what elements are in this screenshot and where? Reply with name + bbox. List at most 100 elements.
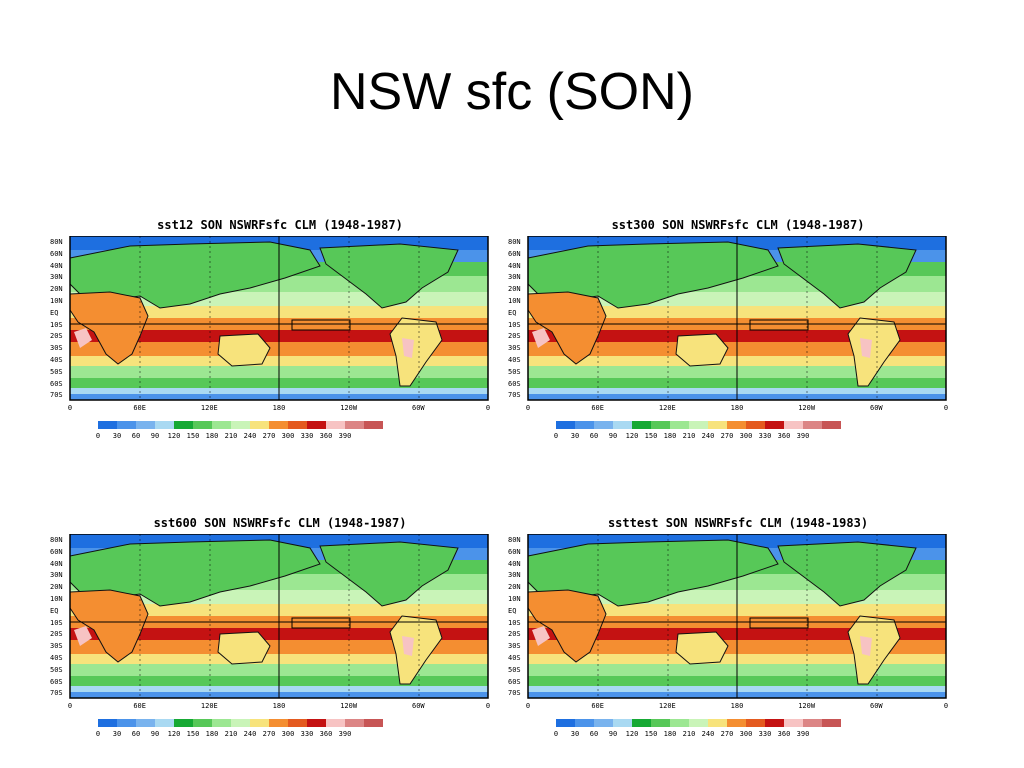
colorbar-level-label: 90 xyxy=(608,730,618,738)
namibia-high-region xyxy=(74,626,92,646)
lon-label: 0 xyxy=(485,404,491,412)
colorbar-level-label: 90 xyxy=(150,432,160,440)
colorbar-swatch xyxy=(803,719,822,727)
landmass-africa xyxy=(527,291,607,365)
nino-region-box xyxy=(749,617,809,629)
colorbar-level-label: 150 xyxy=(186,432,200,440)
colorbar-swatch xyxy=(193,421,212,429)
lat-label: 40S xyxy=(508,356,521,364)
colorbar-swatch xyxy=(670,421,689,429)
colorbar-level-label: 270 xyxy=(262,730,276,738)
colorbar-level-label: 30 xyxy=(570,730,580,738)
lat-label: 40N xyxy=(508,559,521,568)
lon-label: 60E xyxy=(591,404,604,412)
colorbar-level-label: 30 xyxy=(112,730,122,738)
lon-label: 0 xyxy=(525,404,531,412)
colorbar-level-label: 120 xyxy=(625,432,639,440)
colorbar-level-label: 330 xyxy=(300,432,314,440)
colorbar-level-label: 240 xyxy=(701,730,715,738)
panel-title: ssttest SON NSWRFsfc CLM (1948-1983) xyxy=(607,516,869,530)
colorbar-swatch xyxy=(803,421,822,429)
landmass-north-america xyxy=(777,541,917,607)
lat-label: 40N xyxy=(50,261,63,270)
lon-label: 60W xyxy=(412,702,425,710)
landmass-north-america xyxy=(777,243,917,309)
lon-label: 60E xyxy=(133,702,146,710)
colorbar-level-label: 90 xyxy=(608,432,618,440)
lat-label: 70S xyxy=(508,689,521,698)
lat-label: 30N xyxy=(508,273,521,282)
lon-label: 180 xyxy=(730,404,744,412)
lat-label: 70S xyxy=(50,391,63,400)
lat-label: 60S xyxy=(508,379,521,388)
lat-label: 10S xyxy=(508,618,521,627)
colorbar-swatch xyxy=(746,719,765,727)
colorbar-swatch xyxy=(117,719,136,727)
lon-label: 120E xyxy=(200,404,218,412)
colorbar-level-label: 240 xyxy=(243,432,257,440)
colorbar-swatch xyxy=(689,421,708,429)
colorbar-level-label: 150 xyxy=(644,432,658,440)
lon-label: 60E xyxy=(133,404,146,412)
colorbar-level-label: 180 xyxy=(663,730,677,738)
colorbar-level-label: 60 xyxy=(131,730,141,738)
colorbar-swatch xyxy=(231,719,250,727)
lat-label: 80N xyxy=(508,536,521,544)
map-plot xyxy=(527,236,947,401)
colorbar-level-label: 0 xyxy=(95,432,101,440)
colorbar-swatch xyxy=(727,421,746,429)
lon-label: 0 xyxy=(67,404,73,412)
lon-label: 120W xyxy=(798,702,816,710)
colorbar-level-label: 330 xyxy=(758,432,772,440)
lat-label: 60N xyxy=(508,249,521,258)
lat-label: 20N xyxy=(508,583,521,592)
lon-label: 60E xyxy=(591,702,604,710)
colorbar-level-label: 180 xyxy=(663,432,677,440)
colorbar-swatch xyxy=(784,421,803,429)
map-panel-4: ssttest SON NSWRFsfc CLM (1948-1983) 80N… xyxy=(508,516,968,756)
colorbar-level-label: 300 xyxy=(739,730,753,738)
lat-label: 20S xyxy=(50,332,63,341)
colorbar-level-label: 270 xyxy=(262,432,276,440)
lat-label: 80N xyxy=(50,536,63,544)
colorbar xyxy=(556,421,841,429)
colorbar-level-label: 210 xyxy=(682,432,696,440)
lon-label: 0 xyxy=(485,702,491,710)
colorbar-level-label: 120 xyxy=(625,730,639,738)
lat-label: 80N xyxy=(508,238,521,246)
colorbar-level-label: 360 xyxy=(777,730,791,738)
colorbar-swatch xyxy=(326,719,345,727)
colorbar-swatch xyxy=(136,421,155,429)
colorbar-level-label: 330 xyxy=(758,730,772,738)
lon-label: 0 xyxy=(67,702,73,710)
colorbar-swatch xyxy=(613,719,632,727)
landmass-africa xyxy=(69,589,149,663)
lat-label: 70S xyxy=(50,689,63,698)
colorbar-swatch xyxy=(575,421,594,429)
landmass-south-america xyxy=(389,317,443,387)
colorbar-swatch xyxy=(651,719,670,727)
lat-label: 60N xyxy=(50,249,63,258)
lat-label: 40N xyxy=(508,261,521,270)
map-plot xyxy=(69,534,489,699)
colorbar xyxy=(98,719,383,727)
landmass-south-america xyxy=(847,615,901,685)
landmass-australia xyxy=(217,333,271,367)
map-panel-1: sst12 SON NSWRFsfc CLM (1948-1987) 80N 60… xyxy=(50,218,510,458)
lon-label: 120E xyxy=(658,702,676,710)
colorbar-level-label: 360 xyxy=(319,432,333,440)
colorbar-level-label: 270 xyxy=(720,432,734,440)
lon-label: 60W xyxy=(870,404,883,412)
colorbar-level-label: 30 xyxy=(570,432,580,440)
lat-label: 20N xyxy=(508,285,521,294)
colorbar-swatch xyxy=(307,421,326,429)
colorbar-swatch xyxy=(174,719,193,727)
colorbar-level-label: 210 xyxy=(682,730,696,738)
colorbar-swatch xyxy=(556,421,575,429)
colorbar-level-label: 390 xyxy=(796,432,810,440)
lat-label: 20S xyxy=(508,332,521,341)
nino-region-box xyxy=(291,617,351,629)
map-panel-2: sst300 SON NSWRFsfc CLM (1948-1987) 80N 6… xyxy=(508,218,968,458)
map-frame xyxy=(69,534,489,699)
colorbar-swatch xyxy=(250,421,269,429)
